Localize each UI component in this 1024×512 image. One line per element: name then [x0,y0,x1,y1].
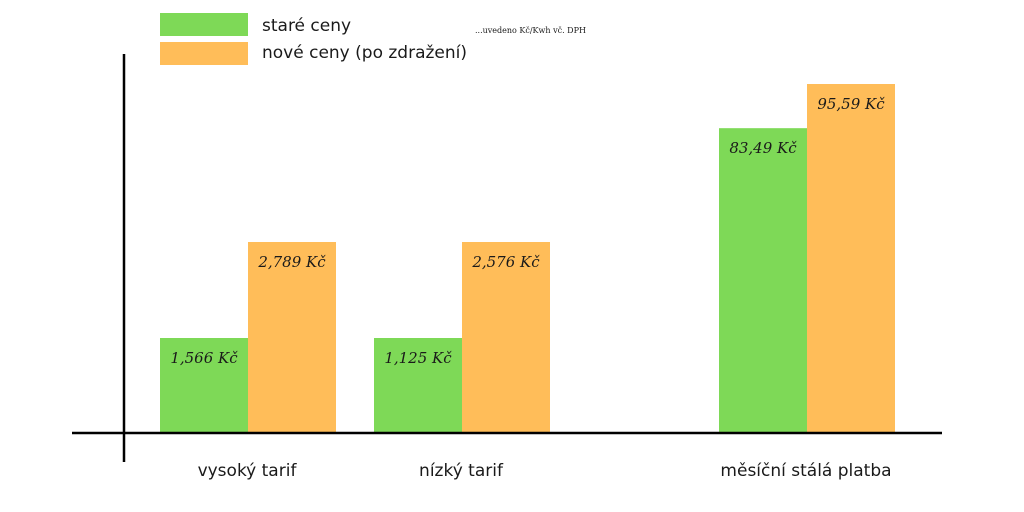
category-label-mesicni-stala-platba: měsíční stálá platba [720,461,891,481]
bar-nove-ceny-nizky-tarif [462,242,550,433]
bar-stare-ceny-vysoky-tarif [160,338,248,433]
bars-group: 1,566 Kč 2,789 Kč 1,125 Kč 2,576 Kč 83,49 Kč… [160,84,895,433]
value-label-nove-ceny-vysoky-tarif: 2,789 Kč [257,253,326,271]
value-label-nove-ceny-mesicni-stala-platba: 95,59 Kč [817,95,885,113]
legend-swatch-stare-ceny [160,13,248,36]
category-labels: vysoký tarif nízký tarif měsíční stálá p… [198,461,892,481]
legend: staré ceny nové ceny (po zdražení) [160,13,467,65]
bar-stare-ceny-nizky-tarif [374,338,462,433]
legend-swatch-nove-ceny [160,42,248,65]
category-label-nizky-tarif: nízký tarif [419,461,504,481]
bar-nove-ceny-mesicni-stala-platba [807,84,895,433]
value-label-stare-ceny-vysoky-tarif: 1,566 Kč [170,349,238,367]
units-annotation: ...uvedeno Kč/Kwh vč. DPH [475,26,586,35]
value-label-stare-ceny-mesicni-stala-platba: 83,49 Kč [729,139,797,157]
legend-label-stare-ceny: staré ceny [262,16,351,36]
bar-stare-ceny-mesicni-stala-platba [719,128,807,433]
bar-nove-ceny-vysoky-tarif [248,242,336,433]
value-label-nove-ceny-nizky-tarif: 2,576 Kč [471,253,540,271]
legend-label-nove-ceny: nové ceny (po zdražení) [262,43,467,63]
category-label-vysoky-tarif: vysoký tarif [198,461,298,481]
value-label-stare-ceny-nizky-tarif: 1,125 Kč [384,349,452,367]
